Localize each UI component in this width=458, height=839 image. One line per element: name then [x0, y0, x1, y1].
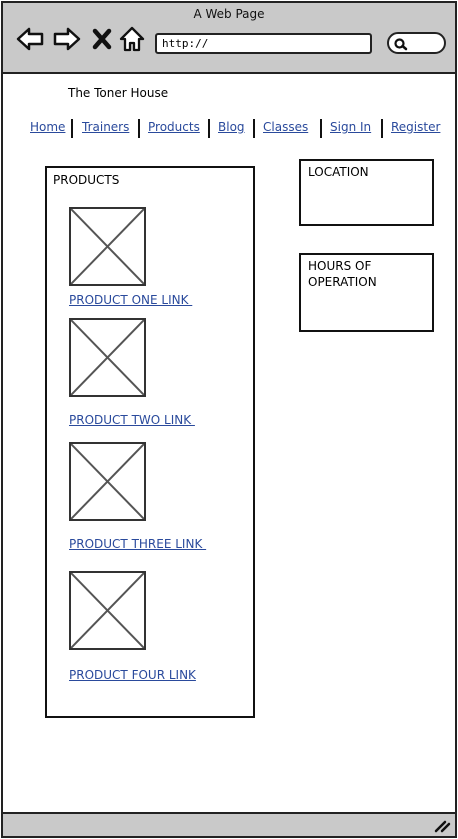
nav-separator — [71, 119, 73, 138]
product-image-placeholder[interactable] — [69, 571, 146, 650]
product-two-link[interactable]: PRODUCT TWO LINK — [69, 413, 195, 427]
nav-trainers[interactable]: Trainers — [82, 120, 130, 134]
hours-panel: HOURS OF OPERATION — [299, 253, 434, 332]
site-title: The Toner House — [68, 86, 169, 100]
product-one-link[interactable]: PRODUCT ONE LINK — [69, 293, 193, 307]
resize-grip-icon[interactable] — [433, 819, 451, 833]
nav-blog[interactable]: Blog — [218, 120, 245, 134]
hours-label: HOURS OF OPERATION — [308, 259, 377, 289]
forward-arrow-icon[interactable] — [53, 25, 81, 53]
home-icon[interactable] — [118, 25, 146, 53]
product-three-link[interactable]: PRODUCT THREE LINK — [69, 537, 207, 551]
nav-home[interactable]: Home — [30, 120, 66, 134]
product-image-placeholder[interactable] — [69, 318, 146, 397]
address-bar[interactable]: http:// — [155, 33, 372, 54]
product-image-placeholder[interactable] — [69, 207, 146, 286]
status-bar — [3, 812, 455, 836]
location-panel: LOCATION — [299, 159, 434, 226]
products-panel: PRODUCTS PRODUCT ONE LINK PRODUCT TWO LI… — [45, 166, 255, 718]
nav-classes[interactable]: Classes — [263, 120, 309, 134]
nav-sign-in[interactable]: Sign In — [330, 120, 372, 134]
products-heading: PRODUCTS — [53, 173, 120, 187]
search-box[interactable] — [387, 32, 446, 54]
nav-products[interactable]: Products — [148, 120, 200, 134]
nav-separator — [253, 119, 255, 138]
nav-separator — [208, 119, 210, 138]
nav-register[interactable]: Register — [391, 120, 441, 134]
location-label: LOCATION — [308, 165, 369, 179]
back-arrow-icon[interactable] — [16, 25, 44, 53]
close-x-icon[interactable] — [91, 25, 113, 53]
nav-separator — [320, 119, 322, 138]
window-title: A Web Page — [193, 7, 265, 21]
browser-toolbar: A Web Page http:// — [3, 3, 455, 74]
search-icon — [394, 38, 408, 51]
nav-separator — [381, 119, 383, 138]
product-image-placeholder[interactable] — [69, 442, 146, 521]
product-four-link[interactable]: PRODUCT FOUR LINK — [69, 668, 196, 682]
nav-separator — [138, 119, 140, 138]
